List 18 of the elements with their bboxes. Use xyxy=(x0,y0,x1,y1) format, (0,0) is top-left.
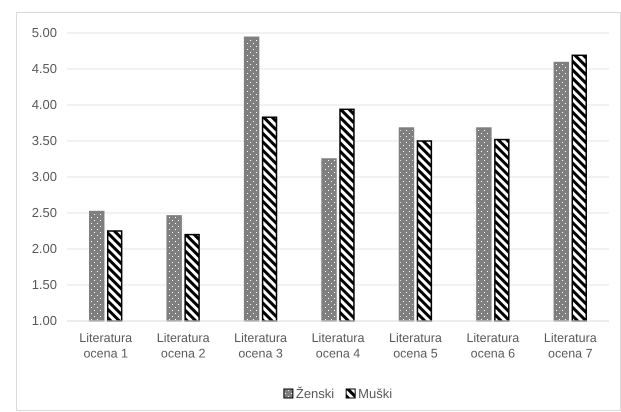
x-tick-label: Literatura ocena 4 xyxy=(312,330,364,360)
y-tick-label: 5.00 xyxy=(32,25,57,40)
y-tick-label: 2.50 xyxy=(32,205,57,220)
x-tick-label: Literatura ocena 7 xyxy=(544,330,597,360)
y-tick-label: 4.50 xyxy=(32,61,57,76)
legend-label: Ženski xyxy=(296,386,334,401)
x-tick-label: Literatura ocena 5 xyxy=(389,330,442,360)
y-tick-label: 3.50 xyxy=(32,133,57,148)
y-tick-label: 4.00 xyxy=(32,97,57,112)
x-tick-label: Literatura ocena 2 xyxy=(156,330,210,360)
y-tick-label: 1.00 xyxy=(32,313,57,328)
y-tick-label: 2.00 xyxy=(32,241,57,256)
x-tick-label: Literatura ocena 6 xyxy=(466,330,520,360)
y-tick-label: 1.50 xyxy=(32,277,57,292)
x-tick-label: Literatura ocena 1 xyxy=(79,330,132,360)
x-tick-label: Literatura ocena 3 xyxy=(234,330,288,360)
y-tick-label: 3.00 xyxy=(32,169,57,184)
legend-label: Muški xyxy=(358,386,392,401)
